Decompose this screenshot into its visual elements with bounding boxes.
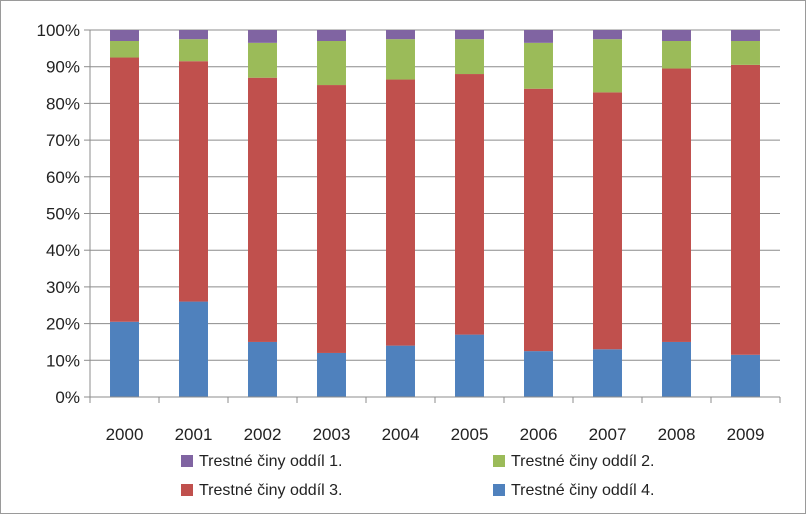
bar-segment-2005-series-1	[455, 334, 484, 397]
legend-swatch	[181, 484, 193, 496]
y-tick-label: 10%	[46, 351, 80, 370]
bar-segment-2002-series-1	[248, 341, 277, 397]
x-tick-labels: 2000 2001 2002 2003 2004 2005 2006 2007 2008 2009	[106, 425, 765, 444]
bar-segment-2008-series-2	[662, 68, 691, 342]
bar-segment-2004-series-4	[386, 30, 415, 40]
y-tick-label: 20%	[46, 315, 80, 334]
bar-segment-2002-series-4	[248, 30, 277, 43]
y-tick-label: 30%	[46, 278, 80, 297]
bar-segment-2000-series-1	[110, 321, 139, 397]
bar-segment-2009-series-3	[731, 41, 760, 65]
bar-segment-2004-series-3	[386, 39, 415, 80]
bar-segment-2001-series-1	[179, 301, 208, 397]
y-tick-label: 100%	[37, 21, 80, 40]
bar-segment-2008-series-4	[662, 30, 691, 42]
y-tick-label: 0%	[55, 388, 80, 407]
x-tick-label: 2001	[175, 425, 213, 444]
bar-segment-2002-series-2	[248, 77, 277, 342]
x-tick-label: 2000	[106, 425, 144, 444]
bar-segment-2008-series-1	[662, 341, 691, 397]
bar-segment-2000-series-2	[110, 57, 139, 322]
x-tick-label: 2006	[520, 425, 558, 444]
x-tick-label: 2002	[244, 425, 282, 444]
bar-segment-2006-series-3	[524, 42, 553, 89]
bar-segment-2009-series-1	[731, 354, 760, 397]
bar-segment-2003-series-4	[317, 30, 346, 42]
legend-label: Trestné činy oddíl 1.	[199, 453, 342, 470]
bar-segment-2001-series-2	[179, 61, 208, 302]
bar-segment-2005-series-4	[455, 30, 484, 40]
y-tick-label: 50%	[46, 205, 80, 224]
bar-segment-2003-series-3	[317, 41, 346, 86]
axes	[84, 29, 781, 403]
bar-segment-2009-series-4	[731, 30, 760, 42]
bar-segment-2006-series-2	[524, 88, 553, 352]
bar-segment-2007-series-3	[593, 39, 622, 93]
bar-segment-2008-series-3	[662, 41, 691, 69]
bar-segment-2001-series-4	[179, 30, 208, 40]
bar-segment-2003-series-2	[317, 85, 346, 353]
y-tick-label: 90%	[46, 58, 80, 77]
legend-swatch	[493, 484, 505, 496]
bar-segment-2005-series-2	[455, 74, 484, 335]
y-tick-label: 60%	[46, 168, 80, 187]
bar-segment-2009-series-2	[731, 64, 760, 355]
x-tick-label: 2005	[451, 425, 489, 444]
bars	[110, 30, 760, 397]
legend-swatch	[181, 455, 193, 467]
bar-segment-2001-series-3	[179, 39, 208, 62]
bar-segment-2005-series-3	[455, 39, 484, 75]
x-tick-label: 2004	[382, 425, 420, 444]
legend: Trestné činy oddíl 1. Trestné činy oddíl …	[181, 453, 654, 499]
bar-segment-2007-series-4	[593, 30, 622, 40]
y-tick-label: 40%	[46, 241, 80, 260]
x-tick-label: 2009	[727, 425, 765, 444]
bar-segment-2004-series-2	[386, 79, 415, 346]
bar-segment-2000-series-3	[110, 41, 139, 58]
bar-segment-2003-series-1	[317, 352, 346, 397]
legend-label: Trestné činy oddíl 2.	[511, 453, 654, 470]
x-tick-label: 2003	[313, 425, 351, 444]
bar-segment-2004-series-1	[386, 345, 415, 397]
x-tick-label: 2007	[589, 425, 627, 444]
legend-label: Trestné činy oddíl 4.	[511, 482, 654, 499]
y-tick-label: 70%	[46, 131, 80, 150]
x-tick-label: 2008	[658, 425, 696, 444]
bar-segment-2002-series-3	[248, 42, 277, 78]
legend-label: Trestné činy oddíl 3.	[199, 482, 342, 499]
y-tick-label: 80%	[46, 94, 80, 113]
bar-segment-2006-series-4	[524, 30, 553, 43]
bar-segment-2007-series-2	[593, 92, 622, 350]
bar-segment-2006-series-1	[524, 351, 553, 397]
y-tick-labels: 0% 10% 20% 30% 40% 50% 60% 70% 80% 90% 100%	[37, 21, 80, 407]
bar-segment-2007-series-1	[593, 349, 622, 397]
bar-segment-2000-series-4	[110, 30, 139, 42]
legend-swatch	[493, 455, 505, 467]
